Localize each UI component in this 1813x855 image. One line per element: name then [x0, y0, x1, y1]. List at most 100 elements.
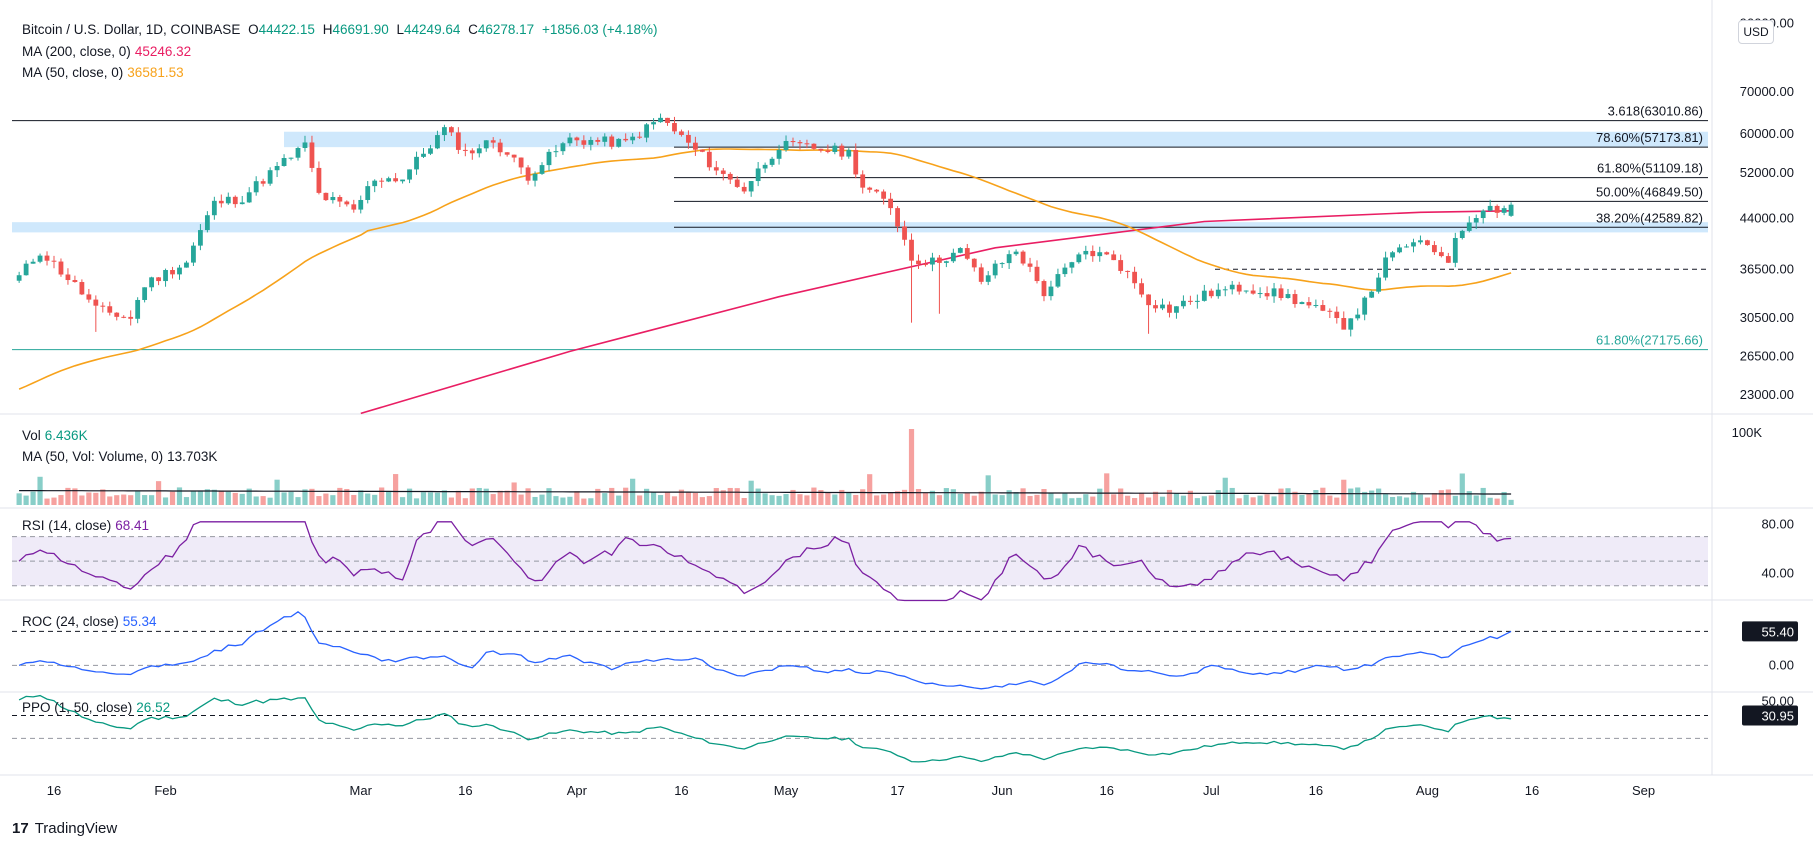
volume-bar	[211, 489, 217, 505]
candle-body	[469, 150, 475, 154]
volume-bar	[1097, 488, 1103, 505]
candle-body	[490, 140, 496, 143]
candle-body	[1215, 289, 1221, 297]
volume-bar	[114, 495, 120, 505]
volume-bar	[372, 494, 378, 505]
ppo-tick-label: 50.00	[1761, 693, 1794, 708]
volume-bar	[267, 497, 273, 505]
volume-bar	[1222, 477, 1228, 505]
volume-bar	[65, 487, 71, 505]
vol-value: 6.436K	[44, 428, 88, 443]
volume-bar	[1006, 490, 1012, 505]
candle-body	[407, 169, 412, 180]
candle-body	[295, 148, 301, 158]
rsi-legend: RSI (14, close) 68.41	[22, 518, 150, 533]
candle-body	[358, 199, 364, 210]
currency-button[interactable]: USD	[1738, 20, 1774, 44]
volume-bar	[1445, 489, 1451, 505]
volume-bar	[246, 488, 252, 505]
volume-bar	[1159, 496, 1166, 505]
candle-body	[902, 226, 907, 240]
volume-bar	[1438, 490, 1444, 505]
volume-bar	[1152, 491, 1159, 505]
candle-body	[1229, 284, 1235, 290]
ppo-value: 26.52	[136, 700, 171, 715]
volume-bar	[1466, 491, 1472, 505]
candle-body	[1174, 306, 1179, 313]
candle-body	[316, 167, 322, 193]
candle-body	[999, 263, 1005, 265]
candle-body	[1181, 300, 1186, 307]
volume-bar	[588, 498, 594, 505]
volume-bar	[58, 495, 64, 505]
volume-bar	[30, 491, 36, 505]
volume-bar	[1138, 492, 1145, 505]
candle-body	[448, 127, 454, 133]
volume-bar	[818, 490, 824, 505]
candle-body	[1041, 281, 1047, 297]
candle-body	[539, 165, 545, 174]
volume-bar	[1145, 497, 1152, 505]
volume-bar	[225, 491, 231, 505]
volume-bar	[560, 497, 566, 505]
volume-bar	[1334, 497, 1340, 505]
volume-bar	[1501, 491, 1507, 505]
ma50-legend: MA (50, close, 0) 36581.53	[22, 65, 184, 80]
rsi-value: 68.41	[115, 518, 150, 533]
price-tick-label: 30500.00	[1740, 310, 1794, 325]
candle-body	[1062, 267, 1068, 275]
candle-body	[372, 180, 378, 187]
volume-bar	[874, 495, 880, 505]
fib-label: 61.80%(51109.18)	[1597, 161, 1703, 176]
volume-bar	[1487, 497, 1493, 505]
price-tick-label: 23000.00	[1740, 387, 1794, 402]
volume-bar	[1069, 498, 1075, 505]
candle-body	[79, 282, 85, 295]
candle-body	[1480, 210, 1486, 219]
candle-body	[637, 136, 643, 138]
candle-body	[163, 270, 168, 282]
volume-bar	[135, 490, 141, 505]
volume-bar	[950, 489, 956, 505]
volume-bar	[964, 492, 970, 505]
volume-bar	[685, 492, 692, 505]
volume-bar	[253, 496, 259, 505]
volume-bar	[602, 493, 608, 505]
candle-body	[992, 263, 998, 276]
volume-bar	[881, 494, 887, 505]
volume-tick-label: 100K	[1732, 425, 1763, 440]
volume-bar	[929, 490, 936, 505]
volume-bar	[497, 490, 503, 505]
candle-body	[1425, 240, 1430, 246]
volume-bar	[434, 492, 441, 505]
volume-bar	[1410, 491, 1417, 505]
candle-body	[839, 145, 845, 157]
tradingview-logo[interactable]: 17 TradingView	[12, 820, 118, 837]
volume-bar	[1083, 494, 1089, 505]
candle-body	[1473, 218, 1479, 223]
volume-bar	[107, 496, 113, 505]
fib-label: 50.00%(46849.50)	[1596, 184, 1703, 199]
volume-bar	[825, 492, 831, 505]
candle-body	[1208, 290, 1214, 297]
candle-body	[804, 143, 810, 145]
volume-bar	[657, 495, 664, 505]
candle-body	[1201, 290, 1207, 301]
candle-body	[421, 153, 426, 157]
volume-bar	[1278, 488, 1284, 505]
volume-bar	[1201, 496, 1207, 505]
volume-bar	[762, 493, 768, 505]
candle-body	[616, 138, 622, 147]
candle-body	[260, 181, 266, 184]
candle-body	[365, 186, 371, 200]
roc-last-badge	[1742, 621, 1798, 642]
volume-bar	[539, 494, 545, 505]
volume-bar	[427, 492, 434, 505]
candle-body	[916, 260, 921, 265]
time-tick-label: Jun	[992, 783, 1013, 798]
candle-body	[686, 134, 691, 143]
candle-body	[1264, 293, 1270, 297]
candle-body	[351, 204, 357, 210]
volume-bar	[239, 493, 245, 505]
